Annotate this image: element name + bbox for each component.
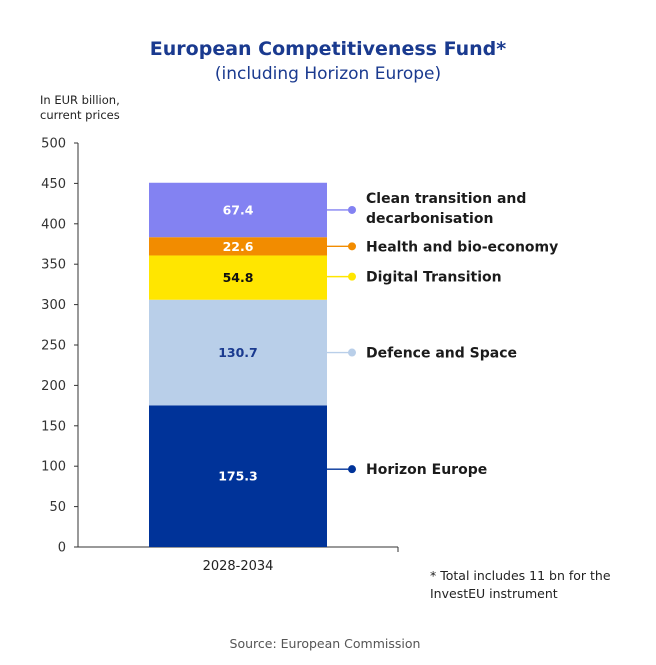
legend-label-4-line0: Horizon Europe	[366, 462, 487, 478]
bar-segment-2	[149, 255, 327, 300]
legend-label-0-line0: Clean transition and	[366, 191, 526, 207]
y-axis-unit-label-line1: In EUR billion,	[40, 93, 120, 107]
footnote-line1: * Total includes 11 bn for the	[430, 568, 611, 583]
y-tick-label: 100	[41, 460, 66, 475]
legend-dot-0	[348, 205, 356, 214]
data-label-0: 175.3	[218, 469, 258, 484]
y-tick-label: 350	[41, 258, 66, 273]
data-label-2: 54.8	[223, 270, 254, 285]
data-label-1: 130.7	[218, 345, 258, 360]
legend-label-3-line0: Defence and Space	[366, 346, 517, 362]
legend-dot-1	[348, 242, 356, 251]
legend-label-1-line0: Health and bio-economy	[366, 239, 558, 255]
x-category-label: 2028-2034	[203, 559, 274, 574]
data-label-4: 67.4	[223, 202, 254, 217]
y-axis-unit-label-line2: current prices	[40, 108, 120, 122]
bar-segment-1	[149, 299, 327, 406]
y-tick-label: 150	[41, 419, 66, 434]
legend-dot-4	[348, 465, 356, 474]
legend-dot-3	[348, 348, 356, 357]
y-tick-label: 0	[58, 541, 66, 556]
y-tick-label: 250	[41, 339, 66, 354]
chart-title: European Competitiveness Fund*	[149, 38, 507, 60]
y-tick-label: 50	[49, 500, 66, 515]
bar-segment-0	[149, 405, 327, 547]
legend-label-2-line0: Digital Transition	[366, 270, 502, 286]
footnote-line2: InvestEU instrument	[430, 586, 558, 601]
y-tick-label: 300	[41, 298, 66, 313]
y-tick-label: 450	[41, 177, 66, 192]
bar-segment-3	[149, 237, 327, 256]
legend-label-0-line1: decarbonisation	[366, 211, 493, 227]
bar-segment-4	[149, 182, 327, 238]
y-tick-label: 200	[41, 379, 66, 394]
legend-dot-2	[348, 272, 356, 281]
data-label-3: 22.6	[223, 239, 254, 254]
source-note: Source: European Commission	[229, 636, 421, 651]
y-tick-label: 400	[41, 217, 66, 232]
y-tick-label: 500	[41, 137, 66, 152]
chart-subtitle: (including Horizon Europe)	[214, 64, 442, 84]
